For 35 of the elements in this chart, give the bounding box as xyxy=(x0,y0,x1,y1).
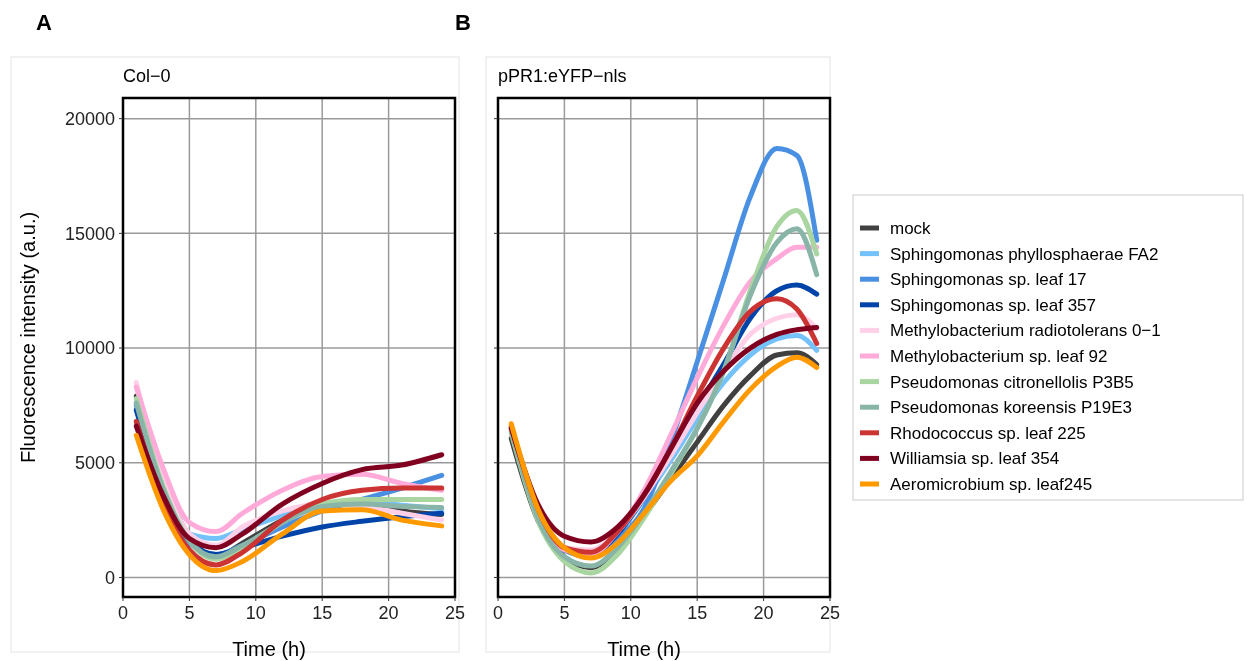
x-tick-label: 20 xyxy=(753,603,774,623)
legend-label: Sphingomonas phyllosphaerae FA2 xyxy=(890,244,1159,264)
x-axis-title: Time (h) xyxy=(607,638,681,660)
legend-label: Sphingomonas sp. leaf 357 xyxy=(890,295,1097,315)
y-tick-label: 15000 xyxy=(64,223,115,244)
legend-label: Sphingomonas sp. leaf 17 xyxy=(890,270,1087,290)
y-axis-title: Fluorescence intensity (a.u.) xyxy=(17,211,39,464)
y-tick-label: 5000 xyxy=(74,453,115,474)
x-tick-label: 0 xyxy=(492,603,504,623)
legend-label: Rhodococcus sp. leaf 225 xyxy=(890,423,1086,443)
x-axis-title: Time (h) xyxy=(232,638,306,660)
chart-title: pPR1:eYFP−nls xyxy=(498,66,627,86)
x-tick-label: 15 xyxy=(687,603,708,623)
x-tick-label: 10 xyxy=(245,603,266,623)
x-tick-label: 25 xyxy=(444,603,466,623)
x-tick-label: 20 xyxy=(378,603,399,623)
x-tick-label: 25 xyxy=(819,603,841,623)
x-tick-label: 10 xyxy=(620,603,641,623)
x-tick-label: 0 xyxy=(117,603,129,623)
y-tick-label: 10000 xyxy=(64,338,115,359)
x-tick-label: 15 xyxy=(312,603,333,623)
legend-label: mock xyxy=(890,218,932,238)
x-tick-label: 5 xyxy=(559,603,570,623)
y-tick-label: 20000 xyxy=(64,108,115,129)
text: B xyxy=(455,10,471,35)
x-tick-label: 5 xyxy=(184,603,195,623)
legend-label: Williamsia sp. leaf 354 xyxy=(890,449,1060,469)
legend-label: Pseudomonas citronellolis P3B5 xyxy=(890,372,1134,392)
y-tick-label: 0 xyxy=(104,567,115,588)
text: A xyxy=(36,10,52,35)
legend-label: Methylobacterium radiotolerans 0−1 xyxy=(890,321,1161,341)
chart-title: Col−0 xyxy=(123,66,171,86)
legend-label: Methylobacterium sp. leaf 92 xyxy=(890,346,1108,366)
legend-label: Pseudomonas koreensis P19E3 xyxy=(890,398,1132,418)
legend-label: Aeromicrobium sp. leaf245 xyxy=(890,474,1093,494)
